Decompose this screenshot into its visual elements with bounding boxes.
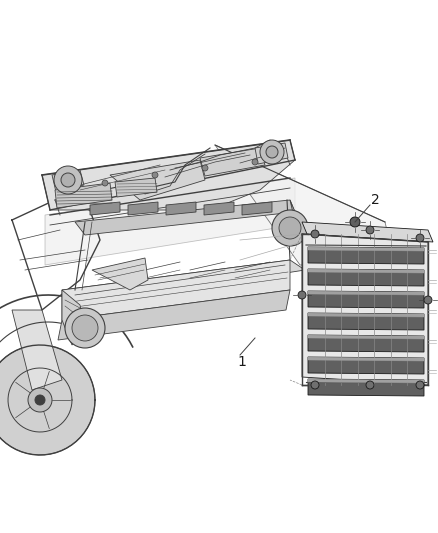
Polygon shape — [204, 202, 234, 215]
Circle shape — [298, 291, 306, 299]
Circle shape — [311, 230, 319, 238]
Circle shape — [350, 217, 360, 227]
Circle shape — [65, 308, 105, 348]
Polygon shape — [308, 335, 424, 352]
Circle shape — [260, 140, 284, 164]
Polygon shape — [58, 290, 290, 340]
Polygon shape — [308, 269, 424, 273]
Polygon shape — [0, 345, 95, 455]
Polygon shape — [75, 200, 295, 235]
Polygon shape — [308, 291, 424, 308]
Polygon shape — [308, 357, 424, 361]
Circle shape — [252, 159, 258, 165]
Polygon shape — [302, 234, 428, 385]
Polygon shape — [55, 183, 112, 208]
Circle shape — [102, 180, 108, 186]
Circle shape — [202, 165, 208, 171]
Circle shape — [279, 217, 301, 239]
Polygon shape — [242, 202, 272, 215]
Polygon shape — [90, 202, 120, 215]
Text: 1: 1 — [237, 355, 247, 369]
Polygon shape — [12, 310, 62, 390]
Polygon shape — [215, 145, 395, 265]
Circle shape — [72, 315, 98, 341]
Circle shape — [272, 210, 308, 246]
Polygon shape — [166, 202, 196, 215]
Circle shape — [61, 173, 75, 187]
Polygon shape — [308, 379, 424, 396]
Circle shape — [366, 226, 374, 234]
Polygon shape — [62, 260, 290, 320]
Polygon shape — [308, 357, 424, 374]
Polygon shape — [115, 178, 157, 197]
Circle shape — [366, 381, 374, 389]
Polygon shape — [62, 290, 85, 345]
Polygon shape — [308, 247, 424, 251]
Circle shape — [266, 146, 278, 158]
Polygon shape — [308, 269, 424, 286]
Polygon shape — [308, 379, 424, 383]
Polygon shape — [42, 140, 295, 210]
Circle shape — [416, 234, 424, 242]
Circle shape — [152, 172, 158, 178]
Circle shape — [311, 381, 319, 389]
Polygon shape — [308, 291, 424, 295]
Polygon shape — [308, 335, 424, 339]
Circle shape — [35, 395, 45, 405]
Polygon shape — [110, 160, 205, 200]
Polygon shape — [52, 170, 84, 192]
Polygon shape — [308, 313, 424, 317]
Polygon shape — [200, 148, 265, 176]
Text: 2: 2 — [371, 193, 379, 207]
Polygon shape — [302, 222, 433, 242]
Circle shape — [28, 388, 52, 412]
Polygon shape — [255, 143, 288, 164]
Polygon shape — [62, 260, 305, 305]
Polygon shape — [290, 200, 298, 225]
Polygon shape — [308, 247, 424, 264]
Polygon shape — [308, 313, 424, 330]
Polygon shape — [45, 178, 295, 265]
Polygon shape — [128, 202, 158, 215]
Polygon shape — [92, 258, 148, 290]
Circle shape — [416, 381, 424, 389]
Circle shape — [424, 296, 432, 304]
Circle shape — [54, 166, 82, 194]
